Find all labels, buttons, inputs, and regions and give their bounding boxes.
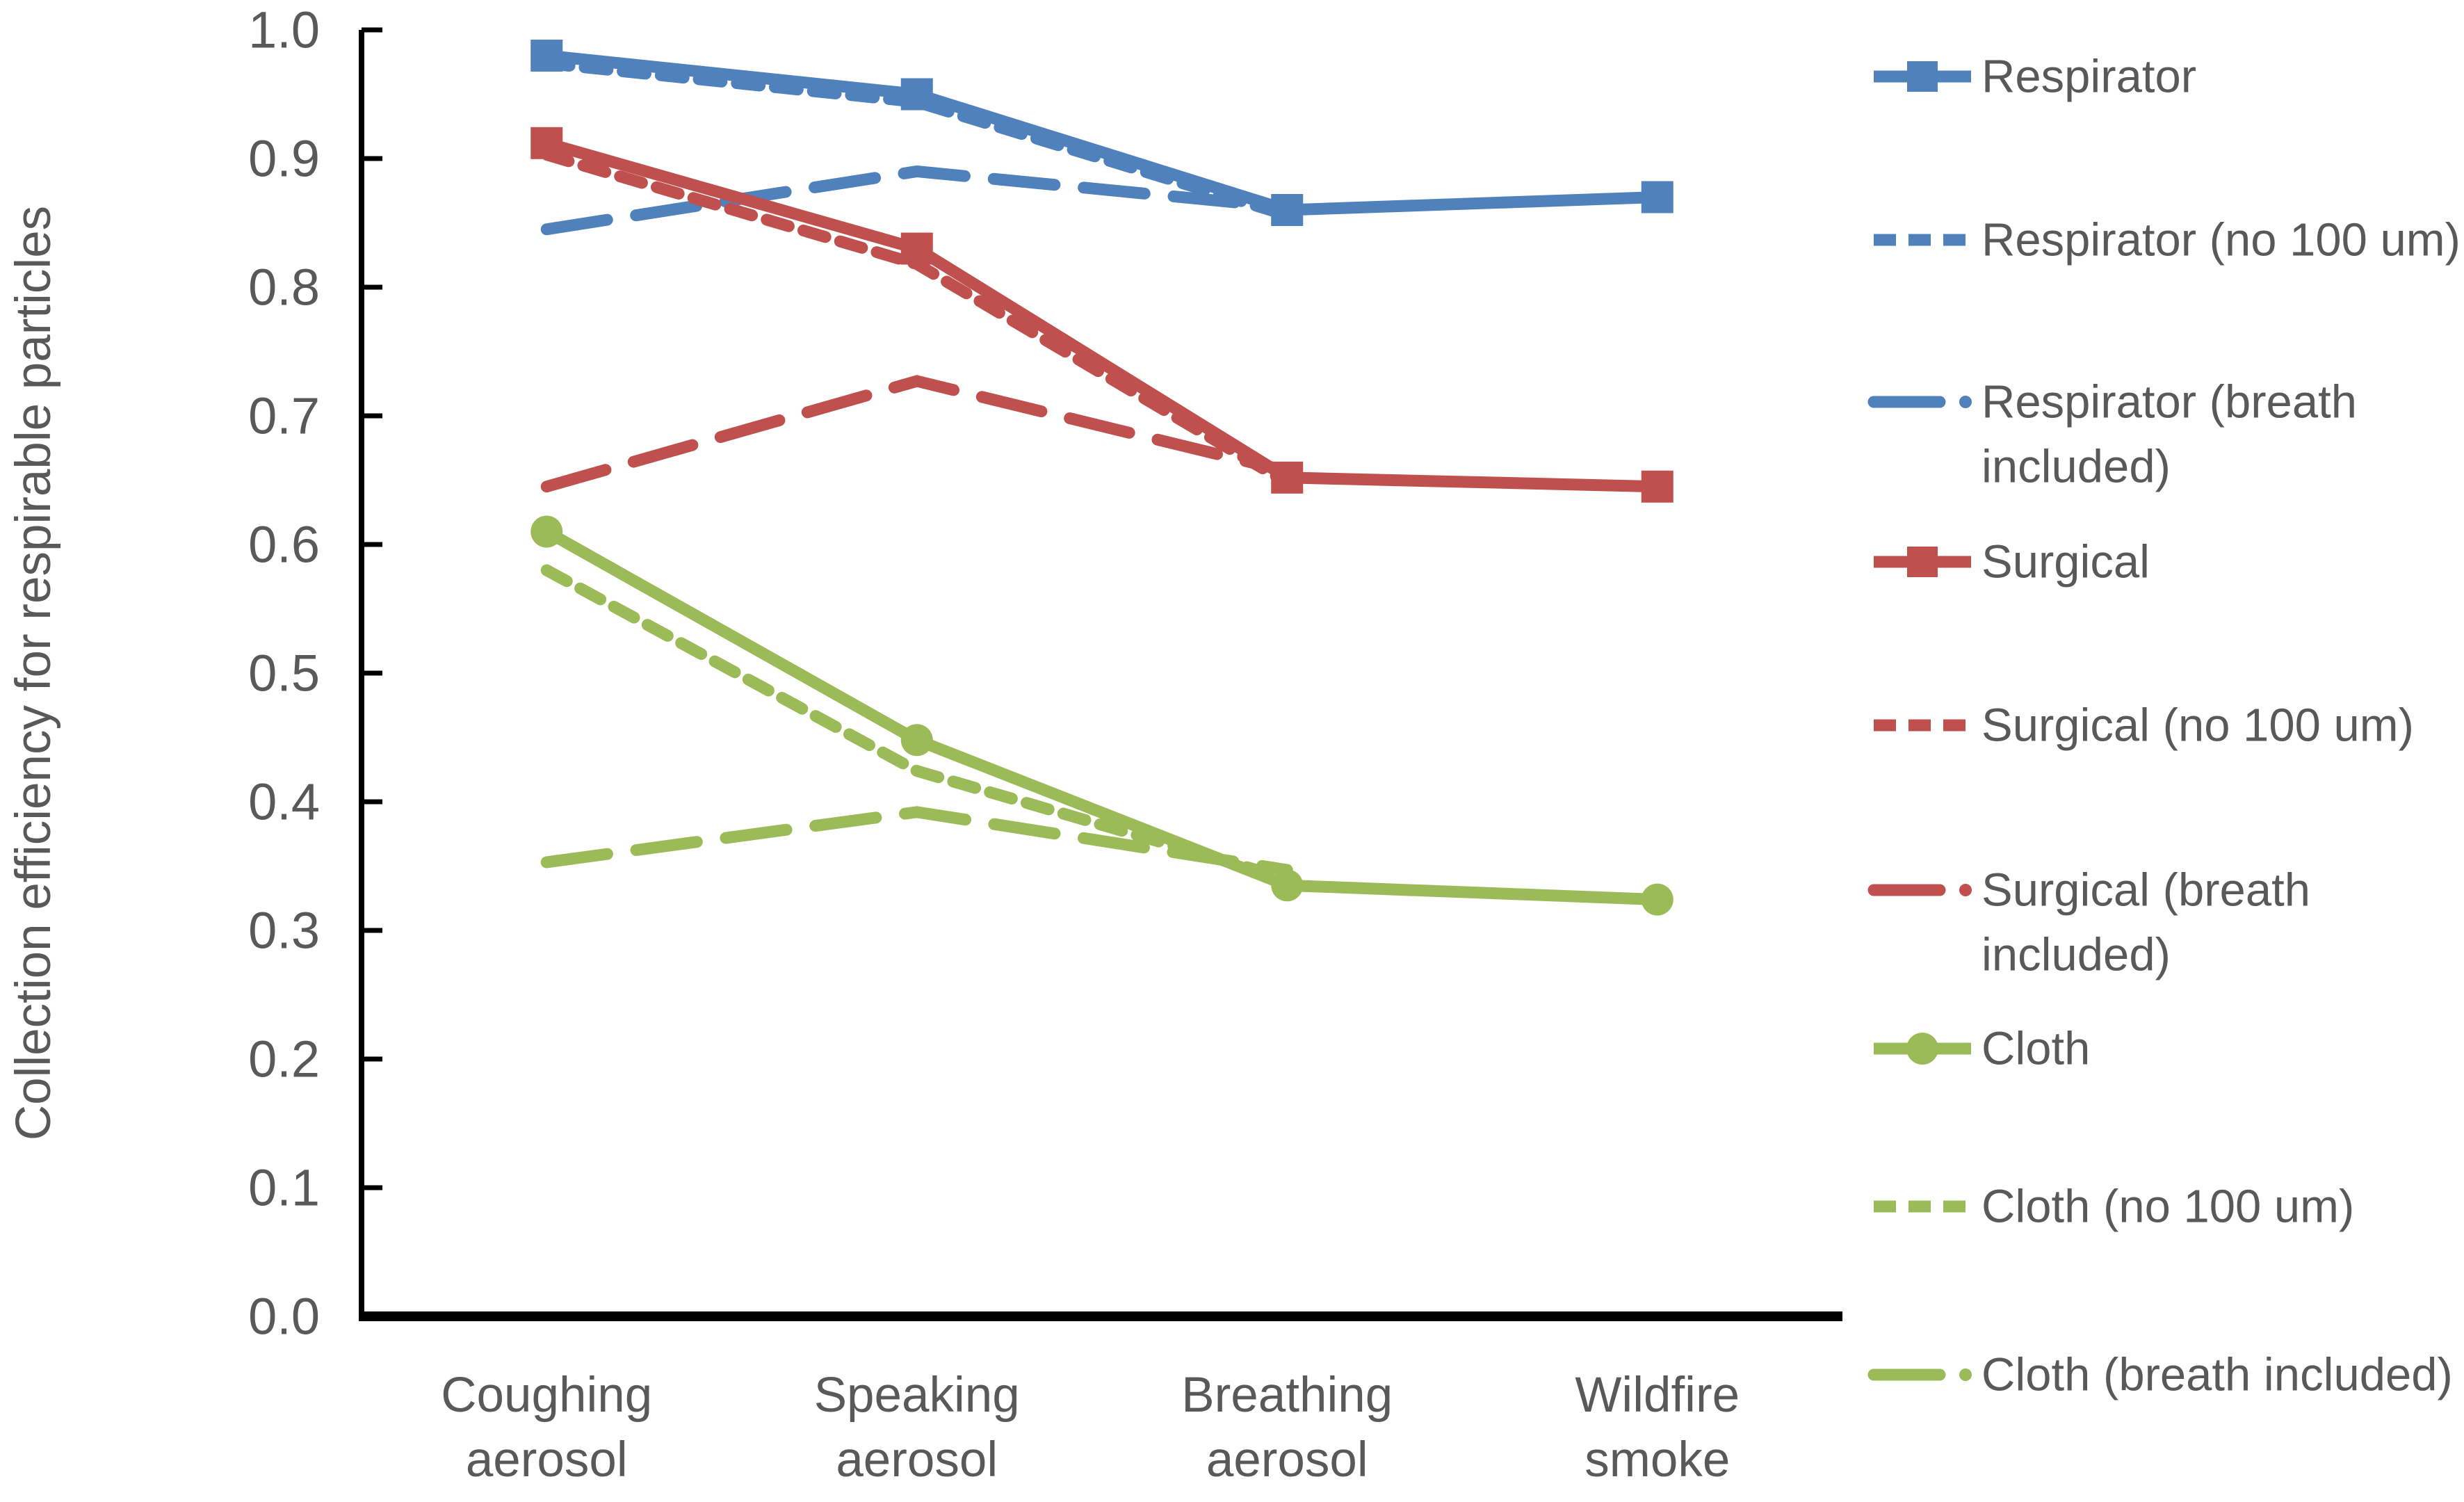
y-tick-label: 0.5 — [248, 645, 320, 702]
y-tick-label: 0.2 — [248, 1031, 320, 1088]
y-tick-label: 0.3 — [248, 902, 320, 960]
legend-item-label-surgical: Surgical — [1981, 536, 2150, 588]
data-point-respirator-coughing-aerosol — [530, 40, 563, 72]
y-tick-label: 0.6 — [248, 516, 320, 574]
y-tick-label: 0.4 — [248, 773, 320, 831]
axes-layer: 0.0 0.1 0.2 0.3 0.4 0.5 0.6 0.7 0.8 0.9 1.0 Coughin… — [248, 1, 1842, 1487]
series-line-cloth — [540, 526, 1664, 906]
legend-item-label-surgical-breath-included: Surgical (breath — [1981, 864, 2310, 916]
data-point-cloth-wildfire-smoke — [1641, 883, 1673, 916]
series-line-surgical — [540, 137, 1664, 493]
legend-item-label-respirator-no-100-um: Respirator (no 100 um) — [1981, 214, 2461, 266]
x-category-label-speaking-aerosol: aerosol — [836, 1432, 998, 1487]
x-category-label-wildfire-smoke: smoke — [1584, 1432, 1730, 1487]
data-point-respirator-wildfire-smoke — [1641, 181, 1673, 213]
y-tick-label: 0.1 — [248, 1159, 320, 1217]
y-tick-label: 0.8 — [248, 259, 320, 316]
data-point-surgical-breathing-aerosol — [1271, 461, 1304, 494]
legend-item-label-cloth-no-100-um: Cloth (no 100 um) — [1981, 1181, 2354, 1233]
series-line-cloth-breath-included — [540, 806, 1293, 876]
x-category-label-speaking-aerosol: Speaking — [814, 1368, 1020, 1423]
y-tick-label: 0.7 — [248, 387, 320, 445]
legend-item-label-cloth: Cloth — [1981, 1023, 2090, 1075]
data-point-cloth-speaking-aerosol — [900, 724, 933, 757]
legend-item-label-cloth-breath-included: Cloth (breath included) — [1981, 1349, 2453, 1401]
legend-swatch-dot-surgical-breath-included — [1959, 884, 1972, 896]
legend-item-label-respirator-breath-included: Respirator (breath — [1981, 376, 2357, 428]
legend-swatch-dot-respirator-breath-included — [1959, 396, 1972, 408]
x-category-label-coughing-aerosol: aerosol — [466, 1432, 628, 1487]
series-line-surgical-no-100-um — [540, 148, 1293, 489]
series-line-surgical-breath-included — [540, 375, 1293, 493]
x-category-label-breathing-aerosol: Breathing — [1181, 1368, 1393, 1423]
series-line-respirator — [540, 49, 1664, 216]
legend-swatch-marker-cloth — [1906, 1033, 1938, 1065]
legend-swatch-marker-surgical — [1907, 547, 1938, 577]
y-axis-title: Collection efficiency for respirable par… — [6, 206, 61, 1140]
data-point-cloth-coughing-aerosol — [530, 515, 563, 548]
y-tick-label: 0.9 — [248, 130, 320, 188]
series-line-cloth-no-100-um — [540, 564, 1293, 885]
y-tick-label: 0.0 — [248, 1288, 320, 1346]
legend: Respirator Respirator (no 100 um) Respirat… — [1867, 51, 2461, 1401]
legend-item-label-respirator-breath-included: included) — [1981, 441, 2171, 493]
x-category-label-breathing-aerosol: aerosol — [1206, 1432, 1368, 1487]
series-line-respirator-breath-included — [540, 165, 1293, 236]
data-point-surgical-coughing-aerosol — [530, 127, 563, 159]
legend-swatch-dot-cloth-breath-included — [1959, 1368, 1972, 1381]
data-point-surgical-wildfire-smoke — [1641, 470, 1673, 503]
data-point-cloth-breathing-aerosol — [1271, 869, 1304, 902]
y-tick-label: 1.0 — [248, 1, 320, 59]
legend-item-label-surgical-breath-included: included) — [1981, 929, 2171, 981]
data-point-respirator-speaking-aerosol — [900, 78, 933, 111]
legend-item-label-surgical-no-100-um: Surgical (no 100 um) — [1981, 700, 2414, 752]
legend-item-label-respirator: Respirator — [1981, 51, 2196, 103]
data-point-surgical-speaking-aerosol — [900, 232, 933, 265]
x-category-label-coughing-aerosol: Coughing — [441, 1368, 652, 1423]
x-category-label-wildfire-smoke: Wildfire — [1575, 1368, 1740, 1423]
legend-swatch-marker-respirator — [1907, 61, 1938, 92]
series-layer — [530, 40, 1673, 916]
data-point-respirator-breathing-aerosol — [1271, 194, 1304, 226]
